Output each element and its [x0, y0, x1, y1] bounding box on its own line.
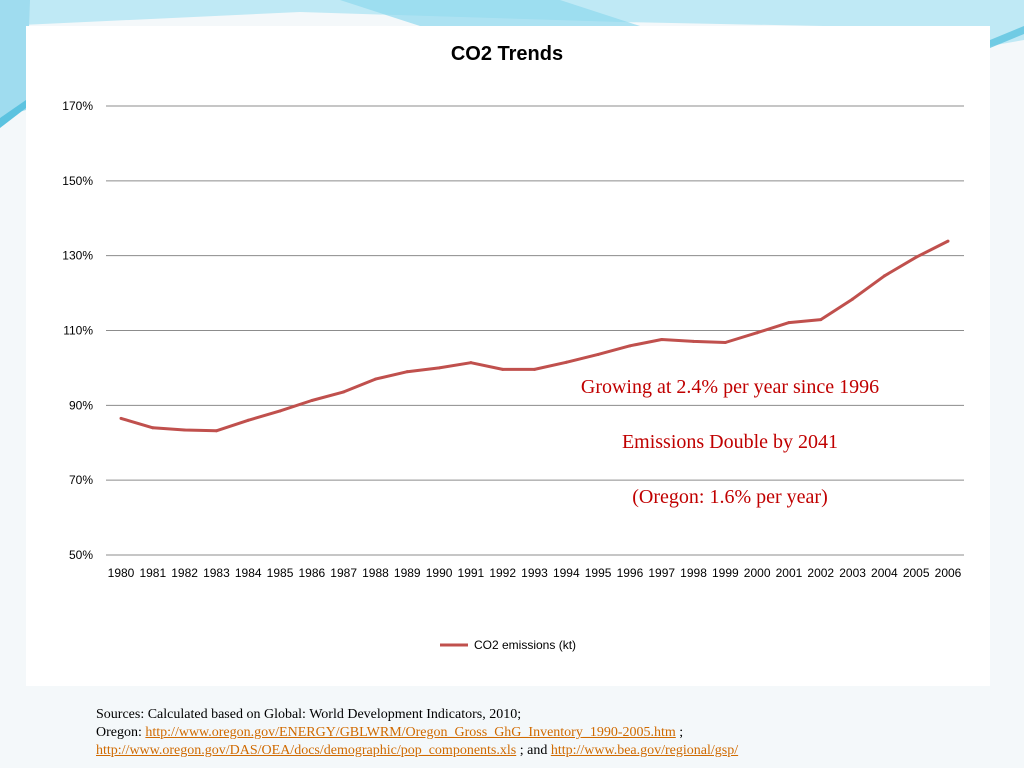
- annotation-text: Growing at 2.4% per year since 1996: [581, 376, 879, 398]
- x-tick-label: 2006: [935, 566, 962, 580]
- y-tick-label: 130%: [62, 249, 93, 263]
- data-point: [851, 297, 855, 301]
- x-tick-label: 1987: [330, 566, 357, 580]
- x-tick-label: 1989: [394, 566, 421, 580]
- y-tick-label: 150%: [62, 174, 93, 188]
- data-point: [660, 337, 664, 341]
- sources-note: Sources: Calculated based on Global: Wor…: [96, 706, 996, 760]
- data-point: [278, 409, 282, 413]
- data-point: [787, 321, 791, 325]
- chart-panel: CO2 Trends 170% 150% 130% 110% 90% 70% 50% 198…: [26, 26, 990, 686]
- x-tick-label: 1990: [426, 566, 453, 580]
- data-point: [692, 339, 696, 343]
- separator: ; and: [516, 743, 551, 758]
- x-tick-label: 2004: [871, 566, 898, 580]
- series-layer: [119, 239, 950, 433]
- series-line: [120, 239, 949, 433]
- y-tick-label: 110%: [63, 324, 93, 338]
- chart: CO2 Trends 170% 150% 130% 110% 90% 70% 50% 198…: [62, 43, 964, 652]
- legend[interactable]: CO2 emissions (kt): [440, 638, 576, 652]
- x-tick-label: 2005: [903, 566, 930, 580]
- x-tick-label: 1986: [298, 566, 325, 580]
- data-point: [437, 366, 441, 370]
- oregon-pop-components-link[interactable]: http://www.oregon.gov/DAS/OEA/docs/demog…: [96, 743, 517, 758]
- x-tick-label: 1995: [585, 566, 612, 580]
- data-point: [914, 255, 918, 259]
- oregon-prefix: Oregon:: [96, 725, 146, 740]
- x-tick-label: 1999: [712, 566, 739, 580]
- data-point: [119, 416, 123, 420]
- y-tick-label: 70%: [69, 473, 93, 487]
- data-point: [946, 239, 950, 243]
- sources-line-3: http://www.oregon.gov/DAS/OEA/docs/demog…: [96, 742, 996, 760]
- annotation-text: (Oregon: 1.6% per year): [632, 486, 827, 508]
- x-tick-label: 1994: [553, 566, 580, 580]
- x-tick-label: 1982: [171, 566, 198, 580]
- data-point: [755, 331, 759, 335]
- y-axis: 170% 150% 130% 110% 90% 70% 50%: [62, 99, 93, 562]
- data-point: [246, 418, 250, 422]
- data-point: [405, 370, 409, 374]
- sources-line-2: Oregon: http://www.oregon.gov/ENERGY/GBL…: [96, 724, 996, 742]
- x-axis: 1980 1981 1982 1983 1984 1985 1986 1987 1988 1989…: [108, 566, 962, 580]
- data-point: [342, 390, 346, 394]
- x-tick-label: 1998: [680, 566, 707, 580]
- data-point: [533, 367, 536, 371]
- x-tick-label: 2002: [807, 566, 834, 580]
- annotation-text: Emissions Double by 2041: [622, 431, 838, 453]
- x-tick-label: 1991: [458, 566, 485, 580]
- data-point: [596, 352, 600, 356]
- x-tick-label: 1984: [235, 566, 262, 580]
- oregon-ghg-inventory-link[interactable]: http://www.oregon.gov/ENERGY/GBLWRM/Oreg…: [145, 725, 676, 740]
- x-tick-label: 1996: [617, 566, 644, 580]
- x-tick-label: 1997: [648, 566, 675, 580]
- gridlines: [106, 105, 964, 556]
- annotations: Growing at 2.4% per year since 1996 Emiss…: [581, 376, 879, 508]
- data-point: [501, 367, 505, 371]
- data-point: [564, 360, 568, 364]
- data-point: [310, 398, 314, 402]
- x-tick-label: 2001: [776, 566, 803, 580]
- y-tick-label: 50%: [69, 548, 93, 562]
- x-tick-label: 2003: [839, 566, 866, 580]
- x-tick-label: 1988: [362, 566, 389, 580]
- data-point: [628, 344, 632, 348]
- x-tick-label: 1993: [521, 566, 548, 580]
- y-tick-label: 170%: [62, 99, 93, 113]
- x-tick-label: 1992: [489, 566, 516, 580]
- x-tick-label: 1983: [203, 566, 230, 580]
- sources-line-1: Sources: Calculated based on Global: Wor…: [96, 707, 522, 722]
- separator: ;: [675, 725, 684, 740]
- x-tick-label: 1980: [108, 566, 135, 580]
- chart-title: CO2 Trends: [451, 43, 563, 65]
- y-tick-label: 90%: [69, 398, 93, 412]
- bea-gsp-link[interactable]: http://www.bea.gov/regional/gsp/: [550, 743, 739, 758]
- data-point: [819, 318, 823, 322]
- data-point: [183, 428, 187, 432]
- data-point: [373, 377, 377, 381]
- x-tick-label: 2000: [744, 566, 771, 580]
- data-point: [151, 426, 155, 430]
- data-point: [723, 340, 727, 344]
- x-tick-label: 1981: [139, 566, 166, 580]
- x-tick-label: 1985: [267, 566, 294, 580]
- data-point: [214, 429, 218, 433]
- data-point: [882, 274, 886, 278]
- data-point: [469, 361, 473, 365]
- legend-label: CO2 emissions (kt): [474, 638, 576, 652]
